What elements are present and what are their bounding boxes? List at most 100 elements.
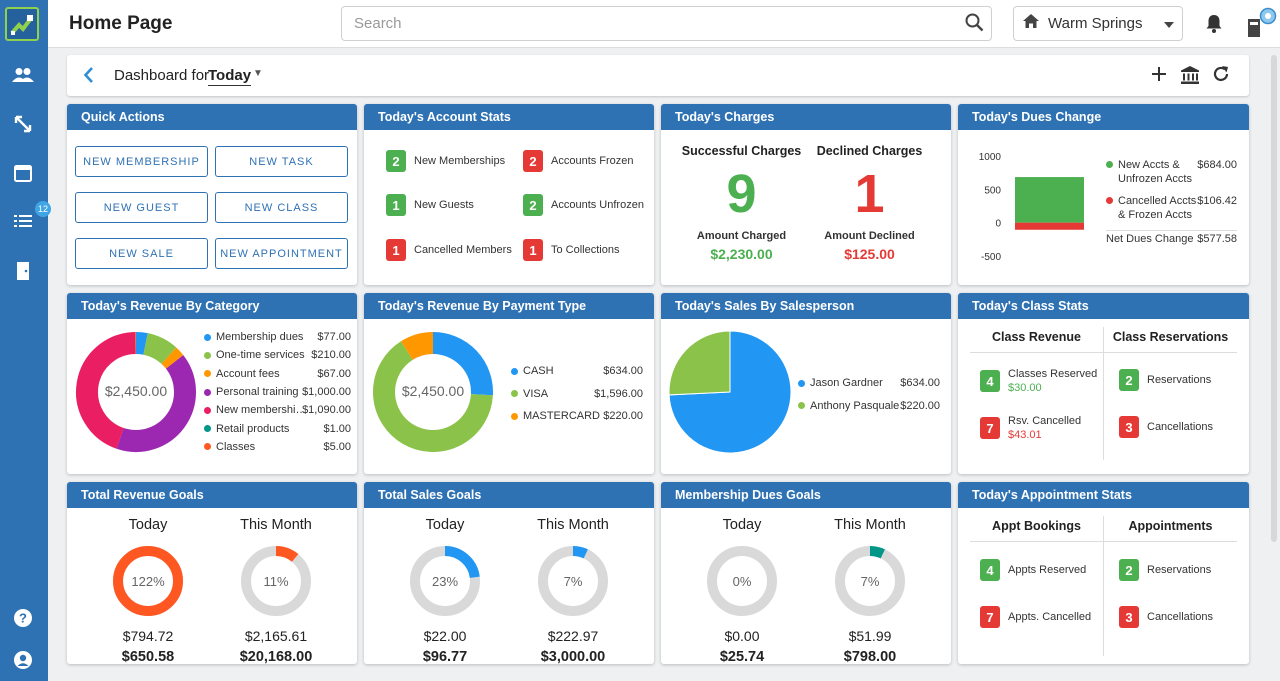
- stat-accounts-unfrozen[interactable]: 2 Accounts Unfrozen: [523, 194, 644, 216]
- location-label: Warm Springs: [1048, 15, 1143, 32]
- appt-reservations-stat[interactable]: 2 Reservations: [1119, 559, 1211, 581]
- legend-value: $67.00: [317, 367, 351, 380]
- members-icon[interactable]: [10, 62, 36, 88]
- dashboard-period-select[interactable]: Today: [208, 67, 252, 86]
- legend-value: $220.00: [603, 410, 643, 423]
- dues-change-card: Today's Dues Change 1000 500 0 -500 New Acc…: [958, 104, 1249, 285]
- stat-label: Reservations: [1147, 564, 1212, 576]
- donut-slice[interactable]: [432, 332, 493, 396]
- legend-item: Classes $5.00: [204, 438, 351, 456]
- search-icon[interactable]: [965, 13, 984, 37]
- tasks-list-icon[interactable]: 12: [10, 201, 51, 234]
- revenue-goals-card: Total Revenue Goals Today 122% $794.72 $…: [67, 482, 357, 664]
- legend-label: New Accts &: [1118, 159, 1180, 171]
- new-sale-button[interactable]: NEW SALE: [75, 238, 208, 269]
- rsv-cancelled-stat[interactable]: 7 Rsv. Cancelled $43.01: [980, 414, 1081, 442]
- new-task-button[interactable]: NEW TASK: [215, 146, 348, 177]
- period-caret-icon[interactable]: ▼: [253, 68, 263, 79]
- calendar-icon[interactable]: [10, 160, 36, 186]
- y-tick-label: 1000: [979, 152, 1002, 163]
- legend-dot: [511, 367, 518, 375]
- revenue-category-card: Today's Revenue By Category $2,450.00 Me…: [67, 293, 357, 474]
- donut-slice[interactable]: [373, 341, 493, 452]
- stat-accounts-frozen[interactable]: 2 Accounts Frozen: [523, 150, 634, 172]
- donut-slice[interactable]: [76, 332, 136, 449]
- count-badge: 3: [1119, 606, 1139, 628]
- new-membership-button[interactable]: NEW MEMBERSHIP: [75, 146, 208, 177]
- stat-new-memberships[interactable]: 2 New Memberships: [386, 150, 505, 172]
- donut-slice[interactable]: [135, 332, 148, 355]
- classes-reserved-stat[interactable]: 4 Classes Reserved $30.00: [980, 367, 1097, 395]
- chevron-down-icon: [1164, 15, 1174, 33]
- donut-slice[interactable]: [116, 355, 196, 452]
- stat-amount: $30.00: [1008, 382, 1042, 394]
- legend-item: Membership dues $77.00: [204, 328, 351, 346]
- legend-value: $1,000.00: [302, 386, 351, 399]
- stat-label: Appts Reserved: [1008, 564, 1087, 576]
- appt-cancellations-stat[interactable]: 3 Cancellations: [1119, 606, 1213, 628]
- goal-percent: 0%: [732, 573, 752, 589]
- revenue-goal-month[interactable]: This Month 11% $2,165.61 $20,168.00: [226, 517, 326, 664]
- account-icon[interactable]: [10, 647, 36, 673]
- location-select[interactable]: Warm Springs: [1013, 6, 1183, 41]
- sales-person-title: Today's Sales By Salesperson: [661, 293, 951, 319]
- appts-cancelled-stat[interactable]: 7 Appts. Cancelled: [980, 606, 1091, 628]
- app-logo[interactable]: [5, 7, 39, 41]
- class-cancellations-stat[interactable]: 3 Cancellations: [1119, 416, 1213, 438]
- donut-slice[interactable]: [400, 332, 434, 361]
- legend-label: Classes: [216, 440, 256, 453]
- stat-label: Accounts Unfrozen: [551, 199, 644, 211]
- expand-arrows-icon[interactable]: [10, 111, 36, 137]
- count-badge: 7: [980, 606, 1000, 628]
- sales-goal-today[interactable]: Today 23% $22.00 $96.77: [395, 517, 495, 664]
- legend-value: $5.00: [323, 440, 351, 453]
- back-arrow-icon[interactable]: [83, 66, 94, 89]
- legend-dot: [204, 406, 211, 414]
- legend-dot: [204, 333, 211, 341]
- revenue-category-legend: Membership dues $77.00 One-time services $…: [204, 328, 351, 456]
- dashboard-label: Dashboard for: [114, 67, 210, 84]
- stat-cancelled-members[interactable]: 1 Cancelled Members: [386, 239, 512, 261]
- amount-charged-label: Amount Charged: [696, 230, 787, 242]
- sidebar: 12 ?: [0, 0, 51, 681]
- goal-target: $25.74: [719, 649, 765, 664]
- successful-charges-title: Successful Charges: [681, 144, 802, 158]
- help-icon[interactable]: ?: [10, 605, 36, 631]
- legend-value: $634.00: [900, 377, 940, 390]
- new-class-button[interactable]: NEW CLASS: [215, 192, 348, 223]
- sales-goal-month[interactable]: This Month 7% $222.97 $3,000.00: [523, 517, 623, 664]
- dues-bar-positive[interactable]: [1015, 177, 1084, 223]
- goal-ring-progress: [275, 546, 299, 562]
- search-input[interactable]: [341, 6, 992, 41]
- dues-goal-today[interactable]: Today 0% $0.00 $25.74: [692, 517, 792, 664]
- count-badge: 2: [523, 194, 543, 216]
- dues-legend-item: New Accts & Unfrozen Accts $684.00: [1106, 158, 1237, 194]
- donut-slice[interactable]: [142, 333, 177, 365]
- door-icon[interactable]: [10, 258, 36, 284]
- goal-ring-progress: [869, 546, 885, 559]
- appts-reserved-stat[interactable]: 4 Appts Reserved: [980, 559, 1086, 581]
- legend-value: $210.00: [311, 349, 351, 362]
- legend-label: VISA: [523, 387, 549, 400]
- add-icon[interactable]: [1150, 65, 1168, 88]
- class-reservations-stat[interactable]: 2 Reservations: [1119, 369, 1211, 391]
- user-avatar[interactable]: [1247, 7, 1277, 37]
- stat-label: Cancelled Members: [414, 244, 512, 256]
- successful-charges[interactable]: Successful Charges 9 Amount Charged $2,2…: [669, 144, 814, 262]
- pie-slice[interactable]: [668, 330, 731, 396]
- stat-to-collections[interactable]: 1 To Collections: [523, 239, 619, 261]
- y-tick-label: -500: [981, 252, 1001, 263]
- declined-charges[interactable]: Declined Charges 1 Amount Declined $125.…: [797, 144, 942, 262]
- stat-new-guests[interactable]: 1 New Guests: [386, 194, 474, 216]
- refresh-icon[interactable]: [1212, 65, 1230, 88]
- donut-slice[interactable]: [161, 347, 184, 369]
- notification-bell-icon[interactable]: [1205, 13, 1223, 38]
- revenue-goal-today[interactable]: Today 122% $794.72 $650.58: [98, 517, 198, 664]
- new-guest-button[interactable]: NEW GUEST: [75, 192, 208, 223]
- dues-goal-month[interactable]: This Month 7% $51.99 $798.00: [820, 517, 920, 664]
- bank-icon[interactable]: [1180, 65, 1200, 90]
- page-scrollbar[interactable]: [1271, 55, 1277, 542]
- dues-bar-negative[interactable]: [1015, 222, 1084, 230]
- new-appointment-button[interactable]: NEW APPOINTMENT: [215, 238, 348, 269]
- goal-ring-track: [707, 546, 777, 616]
